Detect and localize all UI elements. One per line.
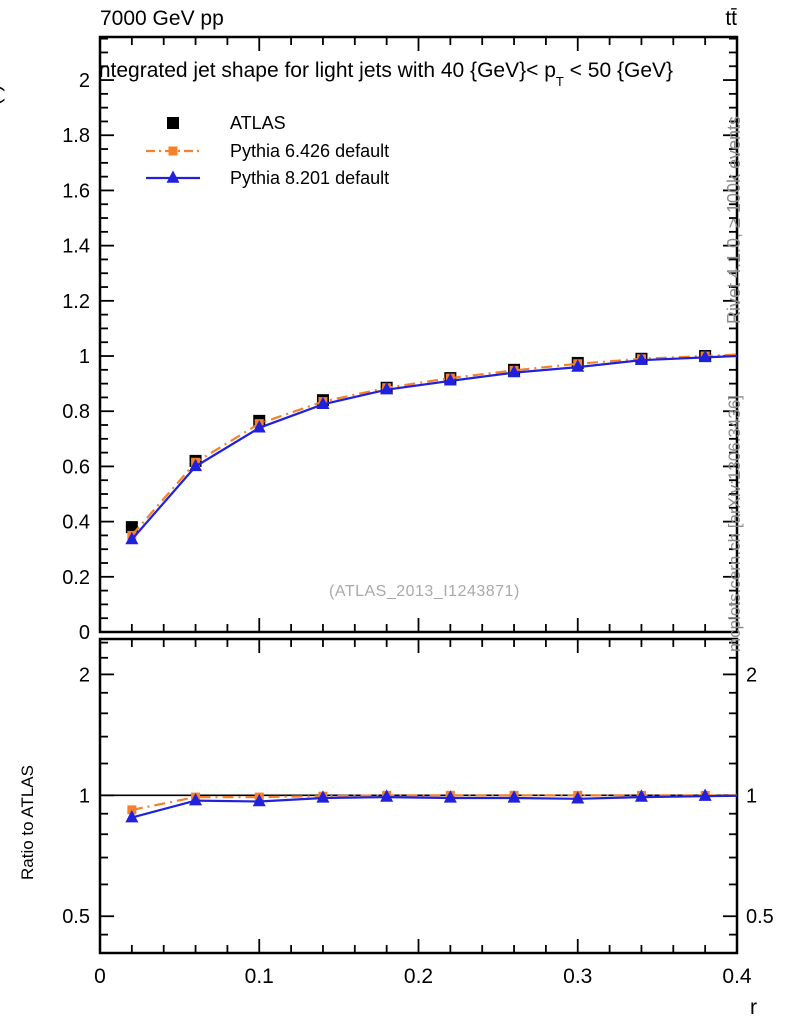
ratio-tick-label-right: 0.5 (746, 906, 774, 928)
y-axis-label: Ψ(r) (0, 84, 5, 123)
y-tick-label: 1.6 (62, 180, 90, 202)
x-tick-label: 0 (94, 965, 106, 988)
ratio-tick-label-left: 2 (79, 664, 90, 686)
y-tick-label: 0.6 (62, 456, 90, 478)
ratio-tick-label-left: 0.5 (62, 906, 90, 928)
legend-label-pythia6: Pythia 6.426 default (230, 140, 390, 161)
x-tick-label: 0.4 (722, 965, 752, 988)
y-tick-label: 1.4 (62, 236, 90, 258)
data-point-marker (252, 420, 266, 433)
series-line-pythia8 (130, 354, 738, 541)
legend-item-pythia8: Pythia 8.201 default (144, 167, 389, 189)
legend-marker-shape (166, 170, 180, 183)
data-point-marker (125, 521, 138, 534)
legend-marker-shape (167, 117, 179, 129)
x-tick-label: 0.1 (245, 965, 274, 988)
mcplots-reference-note: mcplots.cern.ch [arXiv:1306.3436] (725, 394, 744, 652)
data-point-marker (634, 352, 648, 365)
ratio-axis-label: Ratio to ATLAS (18, 765, 37, 880)
plot-title-subscript: T (555, 74, 564, 89)
legend-item-atlas: ATLAS (144, 112, 286, 134)
data-point-marker (189, 458, 203, 472)
ratio-tick-label-right: 1 (746, 785, 757, 807)
analysis-id-watermark: (ATLAS_2013_I1243871) (329, 583, 520, 600)
atlas-square-marker-icon (144, 112, 202, 134)
y-tick-label: 1 (79, 346, 90, 368)
series-line-ratio-pythia6 (131, 794, 737, 811)
x-tick-label: 0.2 (404, 965, 433, 988)
process-label: tt̄ (725, 7, 737, 30)
data-point-marker (571, 791, 585, 804)
x-tick-label: 0.3 (563, 965, 592, 988)
data-point-marker (125, 531, 139, 545)
data-point-marker (252, 793, 266, 807)
pythia6-dashdot-square-marker-icon (144, 140, 202, 162)
legend-item-pythia6: Pythia 6.426 default (144, 140, 389, 162)
legend-label-pythia8: Pythia 8.201 default (230, 167, 390, 188)
y-tick-label: 1.2 (62, 291, 90, 313)
ratio-tick-label-left: 1 (79, 785, 90, 807)
y-tick-label: 0.4 (62, 512, 90, 534)
data-point-marker (380, 789, 394, 802)
ratio-tick-label-right: 2 (746, 664, 757, 686)
data-point-marker (698, 349, 712, 363)
plot-title-text-end: < 50 {GeV} (563, 59, 674, 82)
y-tick-label: 0 (79, 622, 90, 644)
data-point-marker (125, 809, 139, 823)
beam-energy-label: 7000 GeV pp (100, 7, 224, 30)
x-axis-label: r (750, 996, 757, 1019)
y-tick-label: 0.2 (62, 567, 90, 589)
data-point-marker (443, 373, 457, 386)
legend-marker-shape (168, 146, 178, 156)
y-tick-label: 0.8 (62, 401, 90, 423)
rivet-version-note: Rivet 4.1.0, ≥ 100k events (724, 116, 744, 324)
legend-label-atlas: ATLAS (230, 112, 286, 133)
data-point-marker (698, 788, 712, 801)
y-tick-label: 2 (79, 70, 90, 92)
series-line-pythia6 (130, 353, 738, 537)
data-point-marker (127, 805, 137, 815)
data-point-marker (507, 790, 521, 803)
plot-title: Integrated jet shape for light jets with… (100, 59, 736, 89)
y-tick-label: 1.8 (62, 125, 90, 147)
data-point-marker (316, 396, 330, 410)
data-point-marker (443, 790, 457, 803)
plot-title-text: Integrated jet shape for light jets with… (100, 59, 556, 82)
data-point-marker (507, 364, 521, 378)
data-point-marker (571, 359, 585, 372)
data-point-marker (189, 792, 203, 806)
data-point-marker (380, 382, 394, 395)
pythia8-line-triangle-marker-icon (144, 167, 202, 189)
data-point-marker (634, 789, 648, 802)
data-point-marker (316, 790, 330, 803)
